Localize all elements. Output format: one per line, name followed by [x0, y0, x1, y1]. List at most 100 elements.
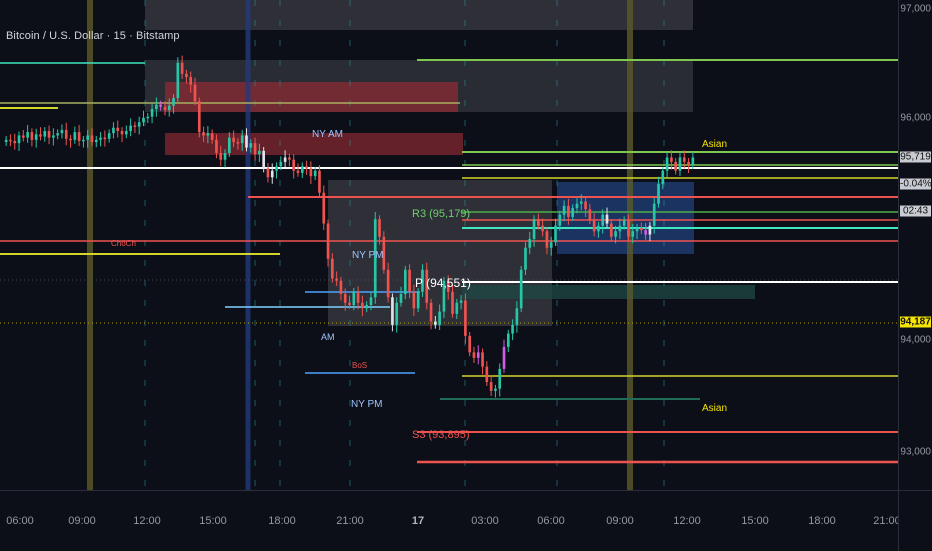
- candle-body: [206, 133, 210, 136]
- candle-body: [464, 300, 467, 336]
- candle-body: [429, 302, 433, 322]
- candle-body: [86, 135, 90, 140]
- r3-label: R3 (95,179): [412, 208, 470, 220]
- chart-pane[interactable]: NY AM NY PM AM NY PM BoS ChoCh Asian Asian R3 (9…: [0, 0, 898, 490]
- candle-body: [614, 231, 617, 237]
- ny-pm-label: NY PM: [351, 399, 383, 410]
- candle-body: [373, 219, 377, 298]
- pivot-zone: [462, 285, 755, 299]
- candle-body: [687, 161, 690, 166]
- candle-body: [455, 302, 459, 314]
- candle-body: [343, 294, 347, 303]
- candle-body: [227, 137, 231, 154]
- candle-body: [167, 105, 171, 111]
- candle-body: [112, 127, 115, 134]
- candle-body: [180, 62, 184, 74]
- candle-body: [94, 139, 98, 143]
- change-label: -0.04%: [900, 178, 932, 190]
- candle-body: [459, 300, 463, 303]
- candles: [4, 55, 695, 398]
- session-box: [145, 0, 693, 30]
- candle-body: [73, 132, 77, 140]
- candle-body: [322, 192, 326, 224]
- candle-body: [640, 227, 643, 231]
- candle-body: [232, 137, 235, 143]
- session-divider: [245, 0, 251, 490]
- candle-body: [142, 117, 145, 123]
- price-tick: 94,000: [900, 334, 931, 346]
- time-tick: 21:00: [336, 515, 364, 527]
- candle-body: [288, 157, 291, 160]
- candle-body: [618, 225, 622, 232]
- candle-body: [69, 138, 72, 141]
- candle-body: [82, 139, 85, 142]
- candle-body: [369, 297, 373, 306]
- candle-body: [30, 132, 34, 140]
- candle-body: [262, 150, 265, 169]
- pivot-label: P (94,551): [415, 276, 471, 290]
- candle-body: [562, 205, 566, 215]
- time-axis[interactable]: 06:00 09:00 12:00 15:00 18:00 21:00 17 0…: [0, 490, 901, 551]
- price-tick: 97,000: [900, 3, 931, 15]
- candle-body: [39, 134, 42, 137]
- candle-body: [185, 73, 188, 78]
- candle-body: [300, 166, 304, 173]
- candle-body: [584, 201, 587, 210]
- chart-title[interactable]: Bitcoin / U.S. Dollar · 15 · Bitstamp: [6, 30, 180, 42]
- time-tick: 12:00: [133, 515, 161, 527]
- candle-body: [476, 352, 480, 358]
- candle-body: [133, 125, 137, 128]
- time-tick: 18:00: [808, 515, 836, 527]
- candle-body: [365, 305, 368, 309]
- candle-body: [648, 225, 652, 235]
- candle-body: [472, 352, 476, 358]
- time-tick: 12:00: [673, 515, 701, 527]
- candle-body: [627, 220, 630, 237]
- time-tick: 15:00: [199, 515, 227, 527]
- candle-body: [275, 166, 278, 171]
- candle-body: [502, 346, 506, 369]
- candle-body: [326, 223, 330, 259]
- candle-body: [90, 135, 94, 143]
- candle-body: [339, 280, 343, 294]
- candle-body: [318, 170, 321, 193]
- candle-body: [571, 208, 575, 217]
- candle-body: [219, 153, 223, 160]
- candle-body: [395, 302, 399, 325]
- candle-body: [519, 269, 523, 309]
- chart-canvas[interactable]: NY AM NY PM AM NY PM BoS ChoCh Asian Asian R3 (9…: [0, 0, 898, 490]
- candle-body: [258, 150, 261, 155]
- candle-body: [129, 125, 132, 132]
- candle-body: [77, 132, 81, 141]
- candle-body: [652, 203, 656, 226]
- ny-pm-box: [328, 180, 552, 326]
- candle-body: [202, 132, 205, 136]
- candle-body: [348, 302, 351, 306]
- candle-body: [146, 116, 150, 119]
- ny-am-box: [165, 133, 463, 155]
- candle-body: [579, 201, 583, 204]
- candle-body: [682, 157, 686, 162]
- candle-body: [386, 269, 390, 298]
- price-tick: 93,000: [900, 446, 931, 458]
- candle-body: [52, 135, 55, 138]
- am-label: AM: [321, 332, 335, 342]
- time-tick: 06:00: [537, 515, 565, 527]
- candle-body: [266, 168, 270, 178]
- ny-am-box: [165, 82, 458, 112]
- last-price-label: 95,719: [900, 151, 931, 163]
- candle-body: [378, 219, 381, 237]
- candle-body: [305, 166, 308, 169]
- axis-corner: [898, 490, 932, 551]
- candle-body: [34, 134, 38, 140]
- candle-body: [558, 214, 562, 226]
- candle-body: [13, 140, 17, 144]
- candle-body: [575, 203, 579, 209]
- candle-body: [137, 122, 141, 127]
- candle-body: [485, 366, 489, 383]
- candle-body: [506, 333, 510, 347]
- candle-body: [296, 170, 300, 173]
- candle-body: [352, 291, 356, 306]
- candle-body: [172, 98, 175, 106]
- price-axis[interactable]: 97,000 96,000 94,000 93,000 95,719 -0.04…: [898, 0, 932, 490]
